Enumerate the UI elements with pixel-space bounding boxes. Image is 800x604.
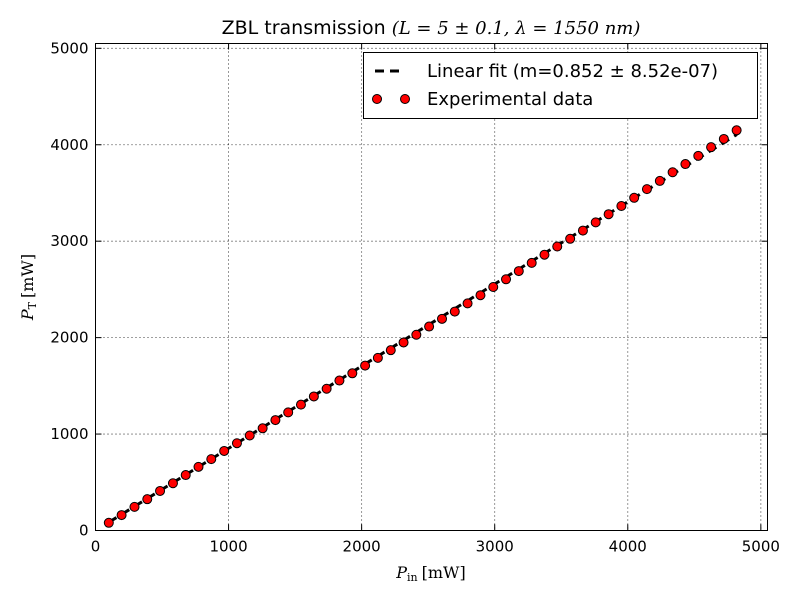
y-axis-label: PT [mW] <box>18 254 39 321</box>
y-tick-label: 1000 <box>50 425 88 443</box>
y-tick-label: 0 <box>79 522 89 540</box>
data-point <box>295 399 306 410</box>
axes-frame <box>95 43 768 531</box>
x-tick-label: 1000 <box>209 538 247 556</box>
data-point <box>270 415 281 426</box>
data-point <box>206 454 217 465</box>
y-tick-label: 3000 <box>50 232 88 250</box>
data-point <box>526 257 537 268</box>
grid <box>95 43 768 531</box>
data-point <box>462 298 473 309</box>
x-tick-label: 0 <box>91 538 101 556</box>
data-point <box>142 494 153 505</box>
chart-title-math: (L = 5 ± 0.1, λ = 1550 nm) <box>392 18 641 39</box>
data-point <box>385 345 396 356</box>
data-point <box>372 352 383 363</box>
data-point <box>718 133 729 144</box>
data-point <box>616 200 627 211</box>
x-axis-label-unit: [mW] <box>422 563 466 582</box>
y-axis-label-main: P <box>18 309 37 321</box>
chart-title-plain: ZBL transmission <box>222 17 392 39</box>
data-point <box>193 461 204 472</box>
data-point <box>347 368 358 379</box>
y-tick-label: 5000 <box>50 39 88 57</box>
data-point <box>155 485 166 496</box>
data-point <box>411 329 422 340</box>
x-axis-label: Pin [mW] <box>395 563 465 584</box>
y-tick-label: 4000 <box>50 136 88 154</box>
data-point <box>693 150 704 161</box>
data-point <box>731 125 742 136</box>
data-points-layer <box>103 125 742 528</box>
x-tick-label: 2000 <box>343 538 381 556</box>
data-point <box>308 391 319 402</box>
data-point <box>565 233 576 244</box>
y-tick-labels: 0 1000 2000 3000 4000 5000 <box>50 39 88 539</box>
data-point <box>539 249 550 260</box>
data-point <box>321 383 332 394</box>
x-tick-label: 3000 <box>476 538 514 556</box>
data-point <box>398 337 409 348</box>
data-point <box>334 375 345 386</box>
legend-data-marker-1 <box>372 94 382 104</box>
data-point <box>475 290 486 301</box>
data-point <box>360 360 371 371</box>
data-point <box>437 313 448 324</box>
data-point <box>577 225 588 236</box>
data-point <box>603 209 614 220</box>
legend: Linear fit (m=0.852 ± 8.52e-07) Experime… <box>363 52 758 119</box>
data-point <box>552 241 563 252</box>
y-axis-label-sub: T <box>26 301 39 309</box>
data-point <box>103 517 114 528</box>
x-tick-label: 5000 <box>742 538 780 556</box>
legend-data-marker-2 <box>400 94 410 104</box>
y-tick-label: 2000 <box>50 329 88 347</box>
data-point <box>654 175 665 186</box>
y-axis-label-unit: [mW] <box>18 254 37 298</box>
legend-fit-label: Linear fit (m=0.852 ± 8.52e-07) <box>427 61 718 82</box>
data-point <box>706 142 717 153</box>
x-axis-label-sub: in <box>407 571 418 584</box>
data-point <box>180 470 191 481</box>
data-point <box>501 274 512 285</box>
plot-area <box>95 43 768 531</box>
legend-box <box>363 52 758 119</box>
data-point <box>231 438 242 449</box>
data-point <box>488 282 499 292</box>
data-point <box>667 167 678 178</box>
data-point <box>680 159 691 170</box>
x-axis-label-main: P <box>395 563 407 582</box>
data-point <box>629 192 640 203</box>
data-point <box>641 184 652 195</box>
data-point <box>219 445 230 456</box>
data-point <box>244 430 255 441</box>
data-point <box>283 407 294 418</box>
ticks <box>95 43 768 531</box>
data-point <box>449 306 460 317</box>
chart-title: ZBL transmission (L = 5 ± 0.1, λ = 1550 … <box>222 17 641 39</box>
x-tick-label: 4000 <box>609 538 647 556</box>
data-point <box>167 478 178 489</box>
data-point <box>424 321 435 332</box>
data-point <box>257 423 268 434</box>
data-point <box>129 501 140 512</box>
data-point <box>116 510 127 521</box>
legend-data-label: Experimental data <box>427 89 593 110</box>
data-point <box>513 266 524 277</box>
x-tick-labels: 0 1000 2000 3000 4000 5000 <box>91 538 780 556</box>
data-point <box>590 217 601 228</box>
